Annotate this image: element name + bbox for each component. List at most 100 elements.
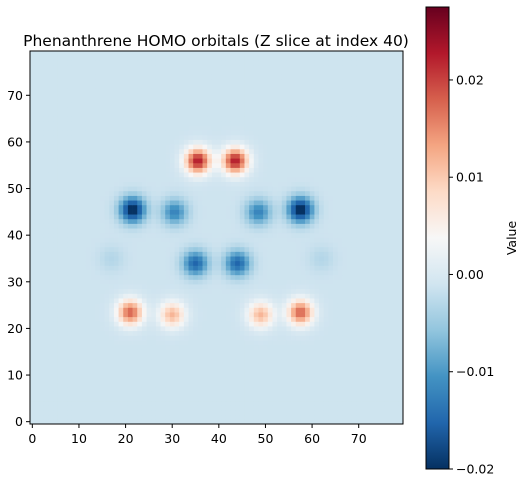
heatmap-cell (286, 344, 292, 350)
heatmap-cell (342, 162, 348, 168)
heatmap-cell (137, 232, 143, 238)
heatmap-cell (384, 410, 390, 416)
heatmap-cell (370, 335, 376, 341)
heatmap-cell (193, 293, 199, 299)
heatmap-cell (67, 237, 73, 243)
heatmap-cell (323, 242, 329, 248)
heatmap-cell (48, 200, 54, 206)
heatmap-cell (328, 279, 334, 285)
heatmap-cell (216, 349, 222, 355)
heatmap-cell (62, 340, 68, 346)
heatmap-cell (319, 363, 325, 369)
heatmap-cell (393, 368, 399, 374)
heatmap-cell (286, 414, 292, 420)
heatmap-cell (165, 270, 171, 276)
heatmap-cell (384, 414, 390, 420)
heatmap-cell (365, 200, 371, 206)
heatmap-cell (365, 410, 371, 416)
heatmap-cell (337, 153, 343, 159)
heatmap-cell (249, 270, 255, 276)
heatmap-cell (85, 279, 91, 285)
heatmap-cell (188, 134, 194, 140)
heatmap-cell (141, 186, 147, 192)
heatmap-cell (370, 340, 376, 346)
heatmap-cell (361, 312, 367, 318)
heatmap-cell (230, 400, 236, 406)
heatmap-cell (67, 144, 73, 150)
heatmap-cell (225, 335, 231, 341)
heatmap-cell (351, 251, 357, 257)
heatmap-cell (314, 274, 320, 280)
heatmap-cell (57, 167, 63, 173)
heatmap-cell (71, 162, 77, 168)
heatmap-cell (188, 302, 194, 308)
heatmap-cell (375, 242, 381, 248)
heatmap-cell (277, 270, 283, 276)
heatmap-cell (263, 391, 269, 397)
heatmap-cell (351, 228, 357, 234)
heatmap-cell (361, 307, 367, 313)
heatmap-cell (263, 316, 269, 322)
heatmap-cell (90, 265, 96, 271)
heatmap-cell (118, 246, 124, 252)
heatmap-cell (151, 382, 157, 388)
heatmap-cell (393, 293, 399, 299)
heatmap-cell (118, 363, 124, 369)
heatmap-cell (305, 256, 311, 262)
heatmap-cell (193, 400, 199, 406)
heatmap-cell (43, 419, 49, 425)
heatmap-cell (309, 410, 315, 416)
heatmap-cell (127, 204, 133, 210)
heatmap-cell (244, 270, 250, 276)
heatmap-cell (328, 195, 334, 201)
heatmap-cell (272, 419, 278, 425)
heatmap-cell (351, 368, 357, 374)
heatmap-cell (258, 279, 264, 285)
heatmap-cell (375, 372, 381, 378)
heatmap-cell (188, 167, 194, 173)
heatmap-cell (76, 218, 82, 224)
heatmap-cell (81, 228, 87, 234)
heatmap-cell (155, 382, 161, 388)
heatmap-cell (104, 330, 110, 336)
heatmap-cell (104, 279, 110, 285)
heatmap-cell (235, 176, 241, 182)
heatmap-cell (43, 410, 49, 416)
heatmap-cell (300, 260, 306, 266)
heatmap-cell (151, 414, 157, 420)
heatmap-cell (39, 377, 45, 383)
heatmap-cell (57, 298, 63, 304)
heatmap-cell (281, 419, 287, 425)
heatmap-cell (393, 256, 399, 262)
heatmap-cell (30, 214, 36, 220)
heatmap-cell (216, 270, 222, 276)
heatmap-cell (333, 158, 339, 164)
heatmap-cell (30, 372, 36, 378)
heatmap-cell (123, 284, 129, 290)
heatmap-cell (398, 144, 404, 150)
heatmap-cell (272, 279, 278, 285)
heatmap-cell (230, 195, 236, 201)
heatmap-cell (151, 312, 157, 318)
heatmap-cell (277, 144, 283, 150)
heatmap-cell (207, 391, 213, 397)
heatmap-cell (230, 265, 236, 271)
heatmap-cell (155, 265, 161, 271)
heatmap-cell (281, 405, 287, 411)
heatmap-cell (81, 400, 87, 406)
heatmap-cell (347, 223, 353, 229)
heatmap-cell (379, 270, 385, 276)
heatmap-cell (141, 228, 147, 234)
heatmap-cell (314, 186, 320, 192)
heatmap-cell (211, 181, 217, 187)
heatmap-cell (109, 232, 115, 238)
heatmap-cell (309, 270, 315, 276)
heatmap-cell (202, 321, 208, 327)
heatmap-cell (141, 274, 147, 280)
heatmap-cell (333, 232, 339, 238)
heatmap-cell (179, 410, 185, 416)
heatmap-cell (291, 340, 297, 346)
heatmap-cell (398, 340, 404, 346)
heatmap-cell (323, 382, 329, 388)
heatmap-cell (193, 316, 199, 322)
